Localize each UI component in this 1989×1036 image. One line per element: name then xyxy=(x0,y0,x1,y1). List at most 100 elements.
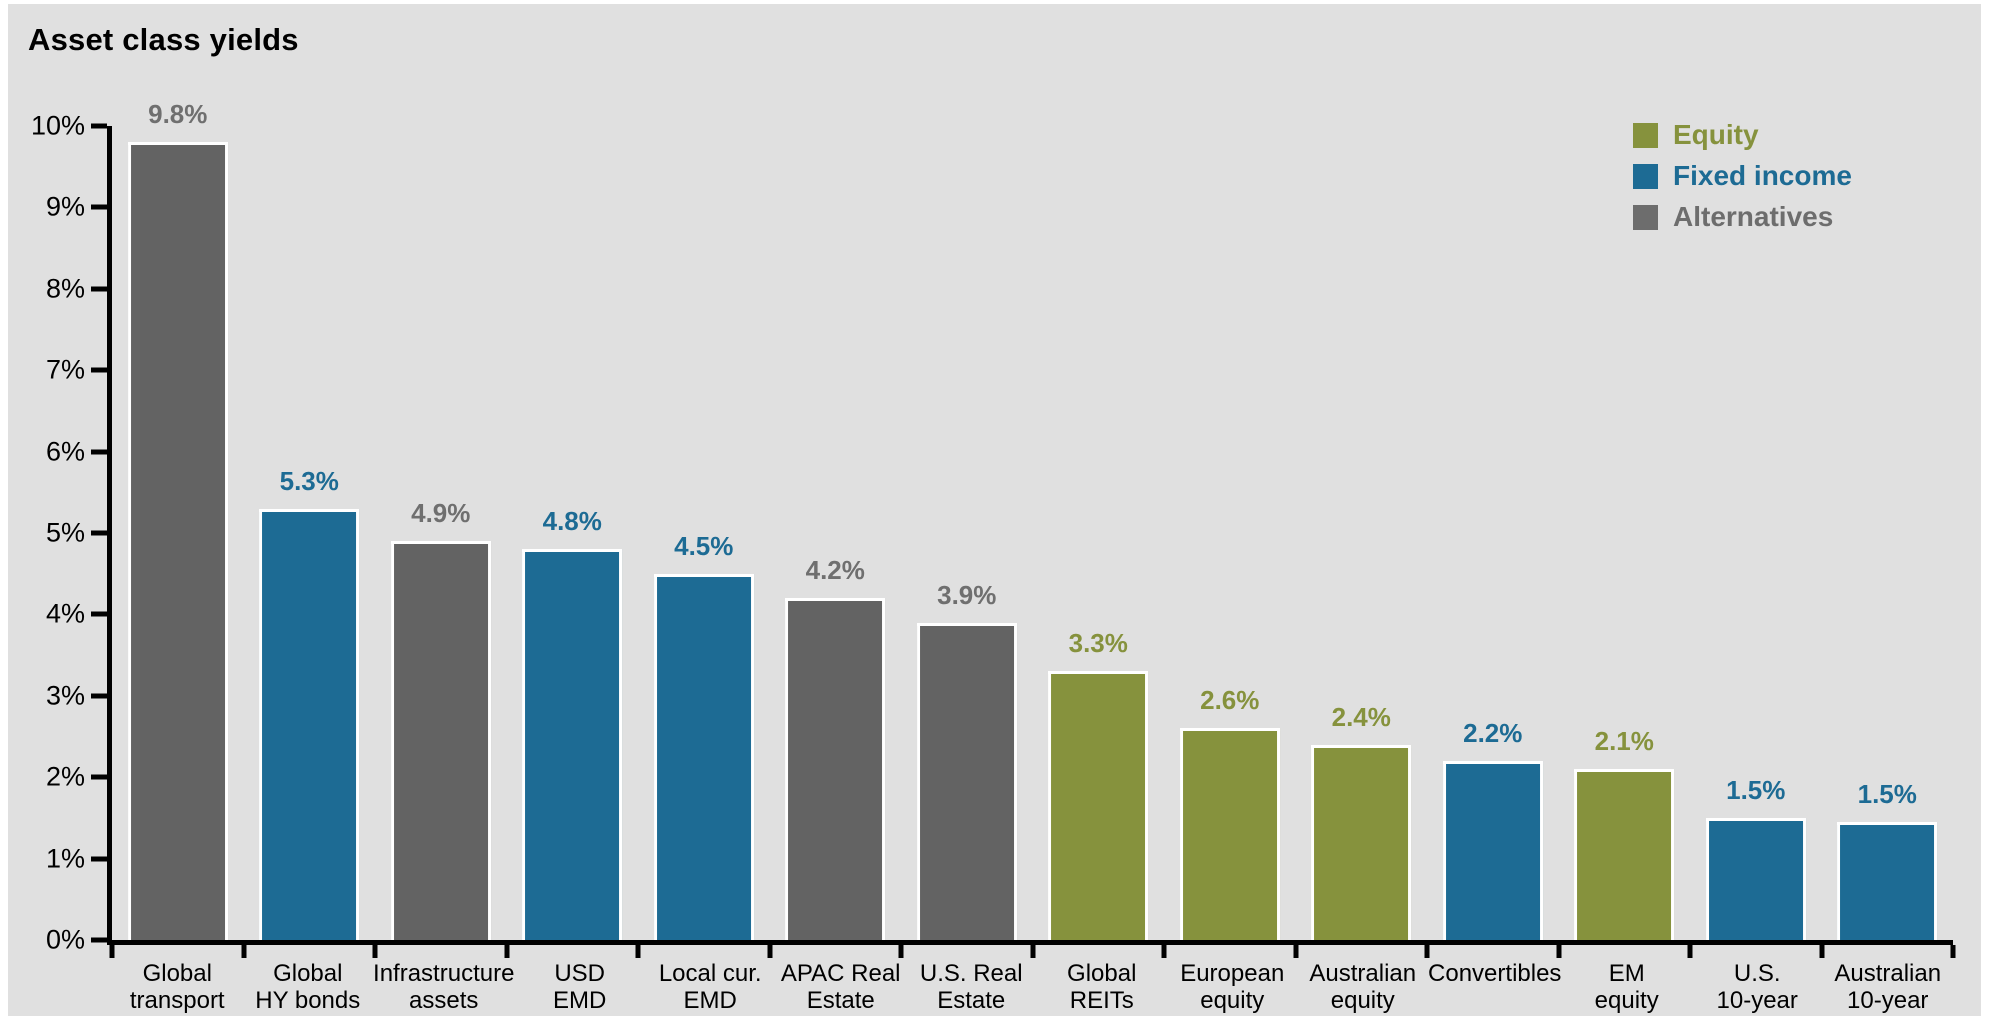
bar-slot-convertibles: 2.2% xyxy=(1427,126,1559,940)
bar-slot-u-s-real-estate: 3.9% xyxy=(901,126,1033,940)
x-axis-label-global-reits: Global REITs xyxy=(1067,960,1137,1014)
bar-global-hy-bonds xyxy=(259,508,360,940)
bar-global-reits xyxy=(1048,671,1149,940)
bar-value-global-hy-bonds: 5.3% xyxy=(279,465,339,496)
bar-u-s-10-year xyxy=(1705,817,1806,940)
y-axis-label-8: 8% xyxy=(45,273,85,304)
bar-slot-australian-10-year: 1.5% xyxy=(1822,126,1954,940)
bar-value-em-equity: 2.1% xyxy=(1594,726,1654,757)
x-axis-tick xyxy=(1424,945,1430,958)
y-axis-tick xyxy=(91,367,107,373)
y-axis-label-3: 3% xyxy=(45,680,85,711)
legend-item-alternatives: Alternatives xyxy=(1633,201,1852,232)
x-axis-label-u-s-real-estate: U.S. Real Estate xyxy=(919,960,1023,1014)
x-axis-tick xyxy=(1687,945,1693,958)
bar-value-australian-equity: 2.4% xyxy=(1331,701,1391,732)
x-axis-tick xyxy=(1819,945,1824,958)
x-axis-tick xyxy=(898,945,904,958)
bar-u-s-real-estate xyxy=(916,622,1017,940)
x-axis-label-usd-emd: USD EMD xyxy=(553,960,607,1014)
bar-value-australian-10-year: 1.5% xyxy=(1857,778,1917,809)
x-axis-label-infrastructure-assets: Infrastructure assets xyxy=(373,960,515,1014)
y-axis-label-5: 5% xyxy=(45,517,85,548)
plot-area: 9.8% 5.3% 4.9% 4.8% 4.5% 4.2% 3.9% 3.3% 2.6% 2.4%… xyxy=(31,99,1956,958)
x-axis-ticks xyxy=(109,126,1956,958)
x-axis-labels: Global transport Global HY bonds Infrastruct… xyxy=(112,960,1953,1014)
bar-slot-apac-real-estate: 4.2% xyxy=(770,126,902,940)
x-axis-tick xyxy=(109,945,115,958)
bar-slot-usd-emd: 4.8% xyxy=(507,126,639,940)
bar-value-convertibles: 2.2% xyxy=(1463,717,1523,748)
x-axis-label-u-s-10-year: U.S. 10-year xyxy=(1716,960,1798,1014)
y-axis-tick xyxy=(91,856,107,862)
bar-australian-equity xyxy=(1311,744,1412,940)
y-axis-label-1: 1% xyxy=(45,843,85,874)
y-axis-label-0: 0% xyxy=(45,924,85,955)
x-axis-tick xyxy=(1556,945,1561,958)
bar-european-equity xyxy=(1179,728,1280,940)
x-axis-label-local-cur-emd: Local cur. EMD xyxy=(658,960,762,1014)
bar-value-local-cur-emd: 4.5% xyxy=(674,530,734,561)
bar-local-cur-emd xyxy=(653,573,754,940)
legend-swatch-fixed-income xyxy=(1633,163,1658,189)
bar-value-global-transport: 9.8% xyxy=(148,99,208,130)
legend-item-fixed-income: Fixed income xyxy=(1633,160,1852,191)
y-axis-tick xyxy=(91,204,107,210)
bar-slot-u-s-10-year: 1.5% xyxy=(1690,126,1822,940)
x-axis-tick xyxy=(1293,945,1298,958)
y-axis-tick xyxy=(91,449,107,455)
x-axis-tick xyxy=(635,945,641,958)
x-axis-label-convertibles: Convertibles xyxy=(1428,960,1562,987)
bar-slot-em-equity: 2.1% xyxy=(1559,126,1691,940)
bar-slot-global-reits: 3.3% xyxy=(1033,126,1165,940)
legend-label-alternatives: Alternatives xyxy=(1673,201,1834,232)
x-axis-tick xyxy=(1950,945,1956,958)
y-axis-tick xyxy=(91,774,107,780)
bar-slot-infrastructure-assets: 4.9% xyxy=(375,126,507,940)
chart-title: Asset class yields xyxy=(28,22,299,57)
bar-em-equity xyxy=(1574,769,1675,940)
bar-convertibles xyxy=(1442,760,1543,940)
bar-slot-global-hy-bonds: 5.3% xyxy=(244,126,376,940)
chart-panel: Asset class yields Equity Fixed income A… xyxy=(8,4,1981,1016)
legend-label-fixed-income: Fixed income xyxy=(1673,160,1852,191)
x-axis-label-global-transport: Global transport xyxy=(129,960,225,1014)
legend-label-equity: Equity xyxy=(1673,119,1759,150)
y-axis-label-10: 10% xyxy=(30,110,85,141)
y-axis-label-6: 6% xyxy=(45,436,85,467)
bar-slot-european-equity: 2.6% xyxy=(1164,126,1296,940)
bar-value-european-equity: 2.6% xyxy=(1200,685,1260,716)
legend-swatch-alternatives xyxy=(1633,204,1658,230)
y-axis-tick xyxy=(91,693,107,699)
bar-value-apac-real-estate: 4.2% xyxy=(805,555,865,586)
bar-usd-emd xyxy=(522,549,623,940)
x-axis-tick xyxy=(241,945,246,958)
legend-swatch-equity xyxy=(1633,122,1658,148)
y-axis-tick xyxy=(91,611,107,617)
bar-value-usd-emd: 4.8% xyxy=(542,506,602,537)
x-axis-tick xyxy=(1161,945,1167,958)
y-axis-label-2: 2% xyxy=(45,761,85,792)
bar-value-global-reits: 3.3% xyxy=(1068,628,1128,659)
bar-slot-local-cur-emd: 4.5% xyxy=(638,126,770,940)
y-axis-label-4: 4% xyxy=(45,598,85,629)
y-axis-tick xyxy=(91,286,107,292)
bar-value-u-s-real-estate: 3.9% xyxy=(937,579,997,610)
bars-layer: 9.8% 5.3% 4.9% 4.8% 4.5% 4.2% 3.9% 3.3% 2.6% 2.4%… xyxy=(112,99,1954,940)
x-axis-tick xyxy=(1030,945,1035,958)
x-axis-label-australian-10-year: Australian 10-year xyxy=(1834,960,1942,1014)
bar-apac-real-estate xyxy=(785,598,886,940)
y-axis-label-9: 9% xyxy=(45,191,85,222)
bar-slot-australian-equity: 2.4% xyxy=(1296,126,1428,940)
y-axis-tick xyxy=(91,937,107,943)
x-axis-tick xyxy=(504,945,509,958)
x-axis-tick xyxy=(372,945,378,958)
x-axis-label-australian-equity: Australian equity xyxy=(1309,960,1417,1014)
x-axis-label-global-hy-bonds: Global HY bonds xyxy=(255,960,361,1014)
x-axis-label-em-equity: EM equity xyxy=(1594,960,1659,1014)
legend: Equity Fixed income Alternatives xyxy=(1633,119,1852,245)
bar-slot-global-transport: 9.8% xyxy=(112,99,244,940)
legend-item-equity: Equity xyxy=(1633,119,1852,150)
x-axis-tick xyxy=(767,945,772,958)
